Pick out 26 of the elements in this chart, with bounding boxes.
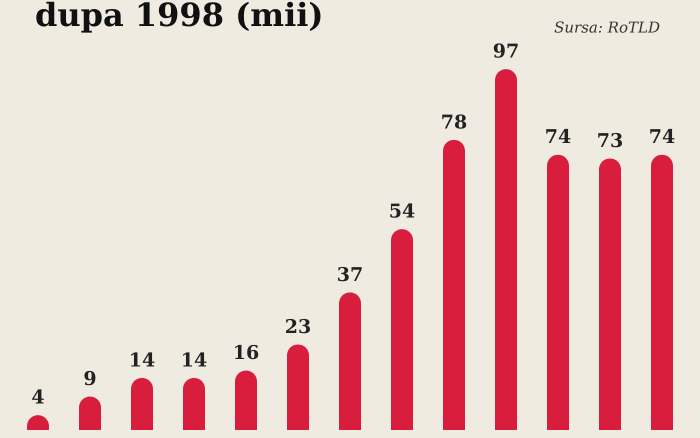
data-label: 97	[492, 40, 520, 63]
bar	[547, 154, 569, 430]
bar	[495, 69, 517, 430]
bar	[183, 378, 205, 430]
bar	[599, 158, 621, 430]
bar	[287, 344, 309, 430]
bar	[443, 140, 465, 430]
data-label: 9	[83, 368, 97, 390]
chart-title: dupa 1998 (mii)	[35, 0, 324, 34]
bar	[651, 154, 673, 430]
data-label: 23	[284, 316, 312, 338]
bar	[339, 292, 361, 430]
data-label: 74	[648, 126, 676, 148]
data-label: 4	[31, 386, 45, 409]
data-label: 54	[388, 200, 416, 223]
bar	[391, 229, 413, 430]
bar	[235, 370, 257, 430]
data-label: 16	[232, 342, 260, 364]
bar	[131, 378, 153, 430]
data-label: 37	[336, 264, 364, 286]
data-label: 78	[440, 111, 468, 134]
data-label: 74	[544, 126, 572, 148]
data-label: 73	[596, 130, 624, 152]
data-label: 14	[180, 349, 208, 372]
text: Sursa: RoTLD	[554, 18, 660, 36]
data-label: 14	[128, 349, 156, 372]
